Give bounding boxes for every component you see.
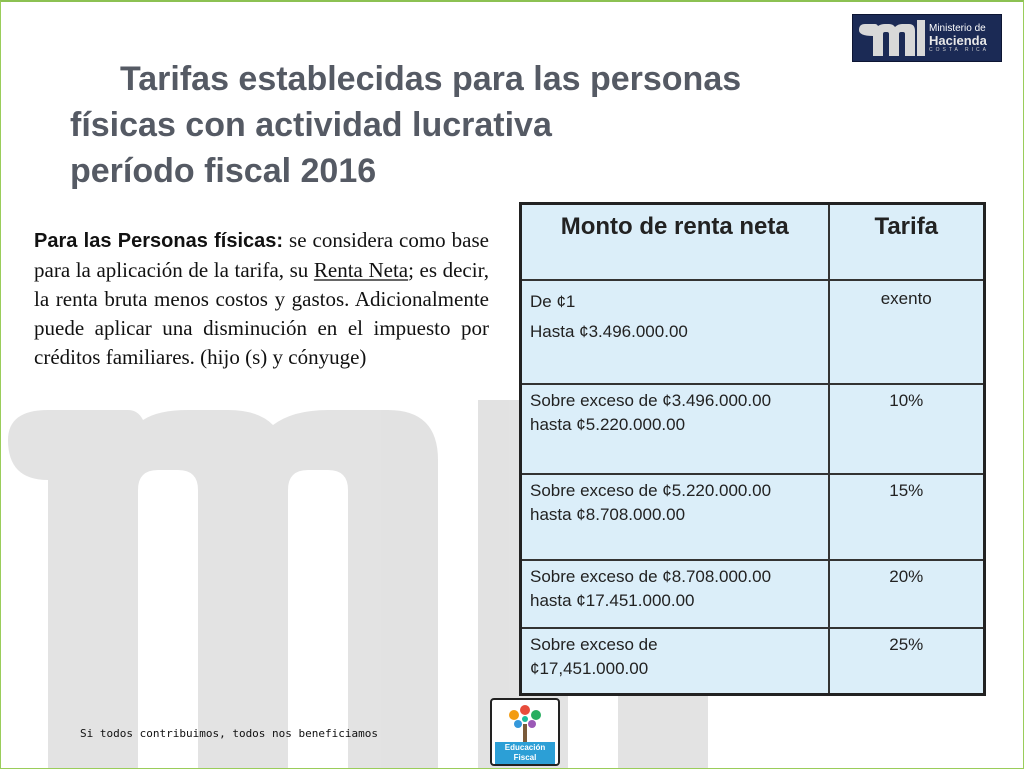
amount-cell: Sobre exceso de ¢3.496.000.00 hasta ¢5.2… <box>519 382 830 475</box>
logo-line1: Ministerio de <box>929 22 986 34</box>
header-tarifa: Tarifa <box>827 202 986 281</box>
amount-line1: Sobre exceso de ¢3.496.000.00 <box>530 390 772 410</box>
footer-slogan: Si todos contribuimos, todos nos benefic… <box>80 727 379 740</box>
amount-cell: Sobre exceso de ¢5.220.000.00 hasta ¢8.7… <box>519 472 830 561</box>
logo-line3: COSTA RICA <box>929 46 989 53</box>
table-row: Sobre exceso de ¢8.708.000.00 hasta ¢17.… <box>519 558 986 629</box>
amount-line1: Sobre exceso de ¢8.708.000.00 <box>530 566 772 586</box>
amount-cell: Sobre exceso de ¢8.708.000.00 hasta ¢17.… <box>519 558 830 629</box>
amount-line1: Sobre exceso de <box>530 634 658 654</box>
logo-text: Ministerio de Hacienda COSTA RICA <box>929 22 989 53</box>
title-line3: período fiscal 2016 <box>70 152 377 190</box>
table-header-row: Monto de renta neta Tarifa <box>519 202 986 281</box>
title-line1: Tarifas establecidas para las personas <box>120 60 742 98</box>
badge-line1: Educación <box>504 743 546 752</box>
mh-logo-icon <box>859 20 925 56</box>
amount-line2: hasta ¢5.220.000.00 <box>530 414 686 434</box>
amount-line2: hasta ¢8.708.000.00 <box>530 504 686 524</box>
table-row: Sobre exceso de ¢3.496.000.00 hasta ¢5.2… <box>519 382 986 475</box>
logo-line2: Hacienda <box>929 32 987 48</box>
rate-cell: 10% <box>827 382 986 475</box>
renta-neta-term: Renta Neta <box>313 258 409 282</box>
table-row: De ¢1 Hasta ¢3.496.000.00 exento <box>519 278 986 385</box>
amount-line2: hasta ¢17.451.000.00 <box>530 590 695 610</box>
explanation-lead: Para las Personas físicas: <box>34 230 284 252</box>
educacion-fiscal-logo: Educación Fiscal <box>490 698 560 766</box>
tax-rate-table: Monto de renta neta Tarifa De ¢1 Hasta ¢… <box>519 202 986 696</box>
rate-cell: exento <box>827 278 986 385</box>
rate-cell: 15% <box>827 472 986 561</box>
rate-cell: 25% <box>827 626 986 695</box>
explanation-part1: se considera como base para la aplicació… <box>34 228 489 282</box>
ministerio-hacienda-logo: Ministerio de Hacienda COSTA RICA <box>852 14 1002 62</box>
amount-line1: De ¢1 <box>530 291 576 311</box>
rate-cell: 20% <box>827 558 986 629</box>
title-line2: físicas con actividad lucrativa <box>70 106 552 144</box>
table-row: Sobre exceso de ¢5.220.000.00 hasta ¢8.7… <box>519 472 986 561</box>
explanation-part2: ; es decir, la renta bruta menos costos … <box>34 258 489 369</box>
table-row: Sobre exceso de ¢17,451.000.00 25% <box>519 626 986 695</box>
explanation-paragraph: Para las Personas físicas: se considera … <box>34 226 489 372</box>
tree-icon <box>509 705 541 742</box>
page-title: Tarifas establecidas para las personas f… <box>70 56 870 194</box>
amount-cell: De ¢1 Hasta ¢3.496.000.00 <box>519 278 830 385</box>
badge-line2: Fiscal <box>513 753 537 762</box>
amount-line2: Hasta ¢3.496.000.00 <box>530 321 688 341</box>
amount-line1: Sobre exceso de ¢5.220.000.00 <box>530 480 772 500</box>
header-monto: Monto de renta neta <box>519 202 830 281</box>
educacion-fiscal-label: Educación Fiscal <box>495 742 555 764</box>
amount-cell: Sobre exceso de ¢17,451.000.00 <box>519 626 830 695</box>
amount-line2: ¢17,451.000.00 <box>530 658 649 678</box>
